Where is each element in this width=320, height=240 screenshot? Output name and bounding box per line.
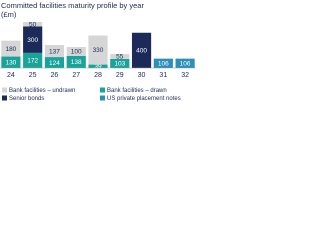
value-label: 138: [71, 59, 82, 66]
legend-swatch: [2, 95, 7, 101]
legend-swatch: [100, 95, 105, 101]
legend-label: US private placement notes: [107, 96, 181, 102]
legend-swatch: [100, 87, 105, 93]
value-label: 124: [49, 60, 60, 67]
value-label: 100: [71, 49, 82, 56]
value-label: 180: [5, 46, 16, 53]
value-label: 300: [27, 37, 38, 44]
value-label: 103: [114, 61, 125, 68]
x-tick-label: 24: [7, 72, 15, 79]
x-tick-label: 25: [29, 72, 37, 79]
x-tick-label: 28: [94, 72, 102, 79]
bar-segment: [23, 52, 43, 68]
bar-segment: [23, 26, 43, 53]
bar-segment: [88, 35, 108, 65]
value-label: 55: [116, 54, 124, 61]
chart: Committed facilities maturity profile by…: [0, 1, 196, 102]
value-label: 137: [49, 48, 60, 55]
bar-segment: [44, 45, 65, 58]
bar-segment: [110, 54, 130, 59]
bar-segment: [1, 56, 21, 68]
legend-swatch: [2, 87, 7, 93]
bar-segment: [110, 58, 130, 68]
legend-label: Senior bonds: [9, 96, 44, 102]
x-tick-label: 30: [138, 72, 146, 79]
value-label: 172: [27, 58, 38, 65]
x-tick-label: 26: [51, 72, 59, 79]
value-label: 39: [94, 64, 102, 71]
chart-subtitle: (£m): [1, 10, 17, 19]
value-label: 106: [158, 61, 169, 68]
x-tick-label: 29: [116, 72, 124, 79]
value-label: 130: [5, 59, 16, 66]
bar-segment: [23, 22, 43, 27]
bar-segment: [1, 40, 21, 57]
x-tick-label: 31: [159, 72, 167, 79]
bar-segment: [66, 55, 86, 68]
bar-segment: [44, 57, 65, 68]
legend-label: Bank facilities – undrawn: [9, 88, 75, 94]
bar-segment: [88, 64, 108, 68]
bar-segment: [175, 58, 195, 68]
value-label: 330: [93, 47, 104, 54]
x-tick-label: 32: [181, 72, 189, 79]
value-label: 106: [180, 61, 191, 68]
x-tick-label: 27: [72, 72, 80, 79]
value-label: 400: [136, 48, 147, 55]
chart-title: Committed facilities maturity profile by…: [1, 1, 144, 10]
bar-segment: [66, 47, 86, 56]
bar-segment: [131, 32, 152, 68]
value-label: 50: [29, 21, 37, 28]
legend-label: Bank facilities – drawn: [107, 88, 167, 94]
bar-segment: [153, 58, 173, 68]
